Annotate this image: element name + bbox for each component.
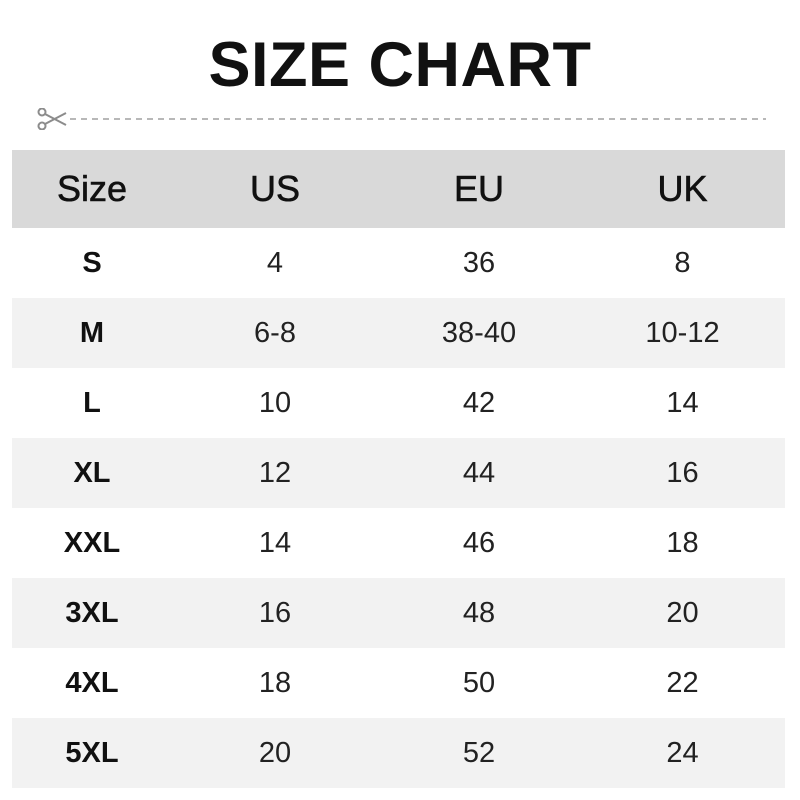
cell-eu: 50: [462, 666, 496, 699]
table-row: S 4 36 8: [12, 228, 785, 298]
header-eu: EU: [453, 168, 505, 210]
header-size: Size: [56, 168, 128, 210]
cell-us: 12: [258, 456, 292, 489]
cell-size: 5XL: [65, 736, 119, 769]
cell-size: L: [83, 386, 101, 419]
page-title: SIZE CHART: [208, 30, 592, 100]
table-row: 5XL 20 52 24: [12, 718, 785, 788]
header-us: US: [249, 168, 301, 210]
cell-eu: 46: [462, 526, 496, 559]
cell-size: XXL: [63, 526, 121, 559]
cell-eu: 36: [462, 246, 496, 279]
table-row: M 6-8 38-40 10-12: [12, 298, 785, 368]
cell-eu: 44: [462, 456, 496, 489]
cell-size: M: [79, 316, 105, 349]
cut-line: [37, 108, 766, 130]
cell-uk: 8: [674, 246, 691, 279]
cell-size: 4XL: [65, 666, 119, 699]
cell-us: 10: [258, 386, 292, 419]
cell-us: 16: [258, 596, 292, 629]
cell-uk: 22: [666, 666, 699, 699]
table-row: XXL 14 46 18: [12, 508, 785, 578]
cell-size: 3XL: [65, 596, 119, 629]
table-header: Size US EU UK: [12, 150, 785, 228]
cell-us: 20: [258, 736, 292, 769]
table-row: 3XL 16 48 20: [12, 578, 785, 648]
cell-uk: 10-12: [645, 316, 720, 349]
cell-us: 18: [258, 666, 292, 699]
cell-eu: 52: [462, 736, 496, 769]
table-row: 4XL 18 50 22: [12, 648, 785, 718]
cell-uk: 16: [666, 456, 699, 489]
cell-eu: 42: [462, 386, 496, 419]
cell-uk: 14: [666, 386, 699, 419]
cell-size: XL: [73, 456, 111, 489]
cell-us: 6-8: [254, 316, 296, 349]
cell-size: S: [82, 246, 102, 279]
size-chart-table: Size US EU UK S 4 36 8 M 6-8 38-40 10-12 L 10 42 14…: [12, 150, 785, 788]
cell-uk: 20: [666, 596, 699, 629]
cell-us: 4: [266, 246, 284, 279]
table-row: XL 12 44 16: [12, 438, 785, 508]
cell-eu: 38-40: [441, 316, 517, 349]
cell-eu: 48: [462, 596, 496, 629]
scissors-icon: [37, 108, 67, 130]
table-row: L 10 42 14: [12, 368, 785, 438]
cell-uk: 18: [666, 526, 699, 559]
cell-us: 14: [258, 526, 292, 559]
header-uk: UK: [657, 168, 708, 210]
cell-uk: 24: [666, 736, 699, 769]
